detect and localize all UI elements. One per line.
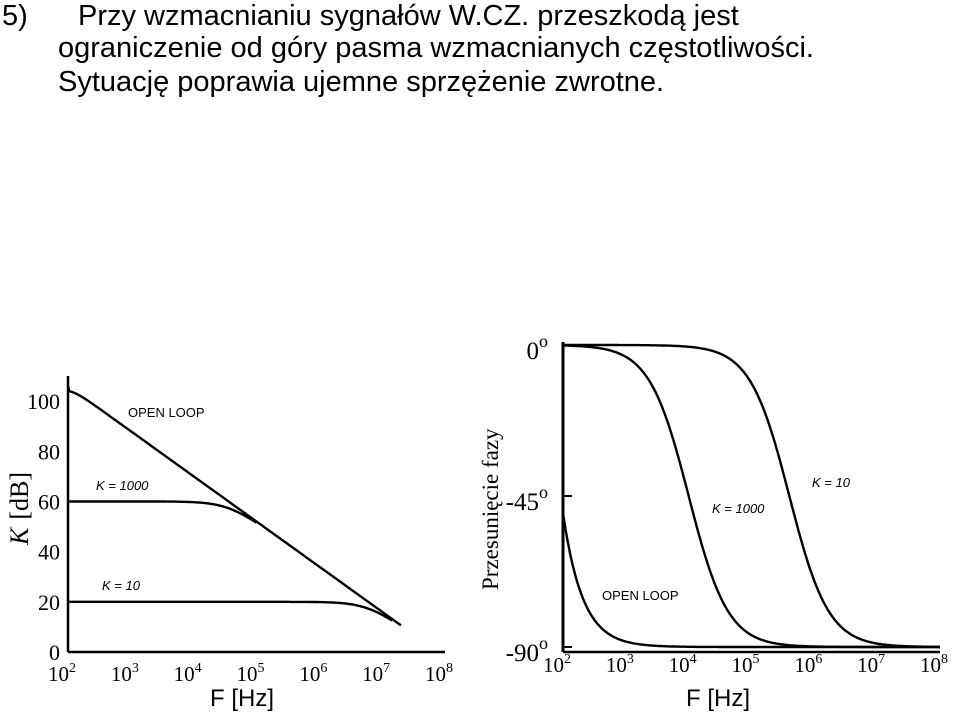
gain-series-open-loop [66,385,402,627]
gain-y-tick-label: 100 [27,389,60,414]
gain-y-tick-label: 0 [49,640,60,665]
phase-x-tick-label: 107 [857,652,885,677]
heading-line-1: Przy wzmacnianiu sygnałów W.CZ. przeszko… [78,0,739,32]
gain-x-tick-label: 102 [48,661,76,686]
phase-x-axis-label: F [Hz] [686,685,750,712]
heading-line-3: Sytuację poprawia ujemne sprzężenie zwro… [58,66,665,98]
gain-x-tick-label: 107 [362,661,390,686]
gain-y-axis-label-symbol: K [dB] [5,472,34,546]
gain-x-axis-label: F [Hz] [210,685,274,712]
phase-y-tick-label: -90o [506,633,548,667]
phase-y-tick-label: -45o [506,482,548,516]
gain-x-tick-label: 105 [237,661,265,686]
gain-series-k-1000 [68,500,258,524]
gain-x-tick-label: 104 [174,661,202,686]
gain-y-axis-label-k: K [5,526,34,546]
phase-label-k-10: K = 10 [812,475,851,490]
gain-series-k-10 [68,600,393,622]
phase-x-tick-label: 106 [794,652,822,677]
phase-label-open-loop: OPEN LOOP [602,588,679,603]
gain-y-axis-label-unit: [dB] [5,472,34,520]
phase-x-tick-label: 105 [732,652,760,677]
phase-chart: 0o -45o -90o 102 103 104 105 106 107 108 OPEN LO… [478,331,948,712]
phase-label-k-1000: K = 1000 [712,501,765,516]
gain-label-k-10: K = 10 [102,578,141,593]
gain-y-tick-label: 20 [38,590,60,615]
gain-label-k-1000: K = 1000 [96,478,149,493]
phase-y-axis-label: Przesunięcie fazy [478,428,503,590]
gain-x-tick-label: 106 [299,661,327,686]
heading-line-2: ograniczenie od góry pasma wzmacnianych … [58,32,814,64]
gain-x-tick-label: 108 [425,661,453,686]
gain-y-tick-label: 40 [38,540,60,565]
gain-chart: 0 20 40 60 80 100 102 103 104 105 106 107 108 OPEN … [5,376,453,712]
question-number: 5) [2,0,28,32]
phase-series-k-1000 [563,344,940,649]
phase-x-tick-label: 103 [606,652,634,677]
gain-x-tick-label: 103 [111,661,139,686]
phase-series-open-loop [561,512,940,649]
gain-label-open-loop: OPEN LOOP [128,405,205,420]
phase-x-tick-label: 102 [543,652,571,677]
phase-series-k-10 [563,343,940,649]
phase-y-tick-label: 0o [527,331,549,365]
phase-x-tick-label: 104 [669,652,697,677]
gain-y-tick-label: 80 [38,439,60,464]
gain-y-tick-label: 60 [38,489,60,514]
phase-x-tick-label: 108 [920,652,948,677]
